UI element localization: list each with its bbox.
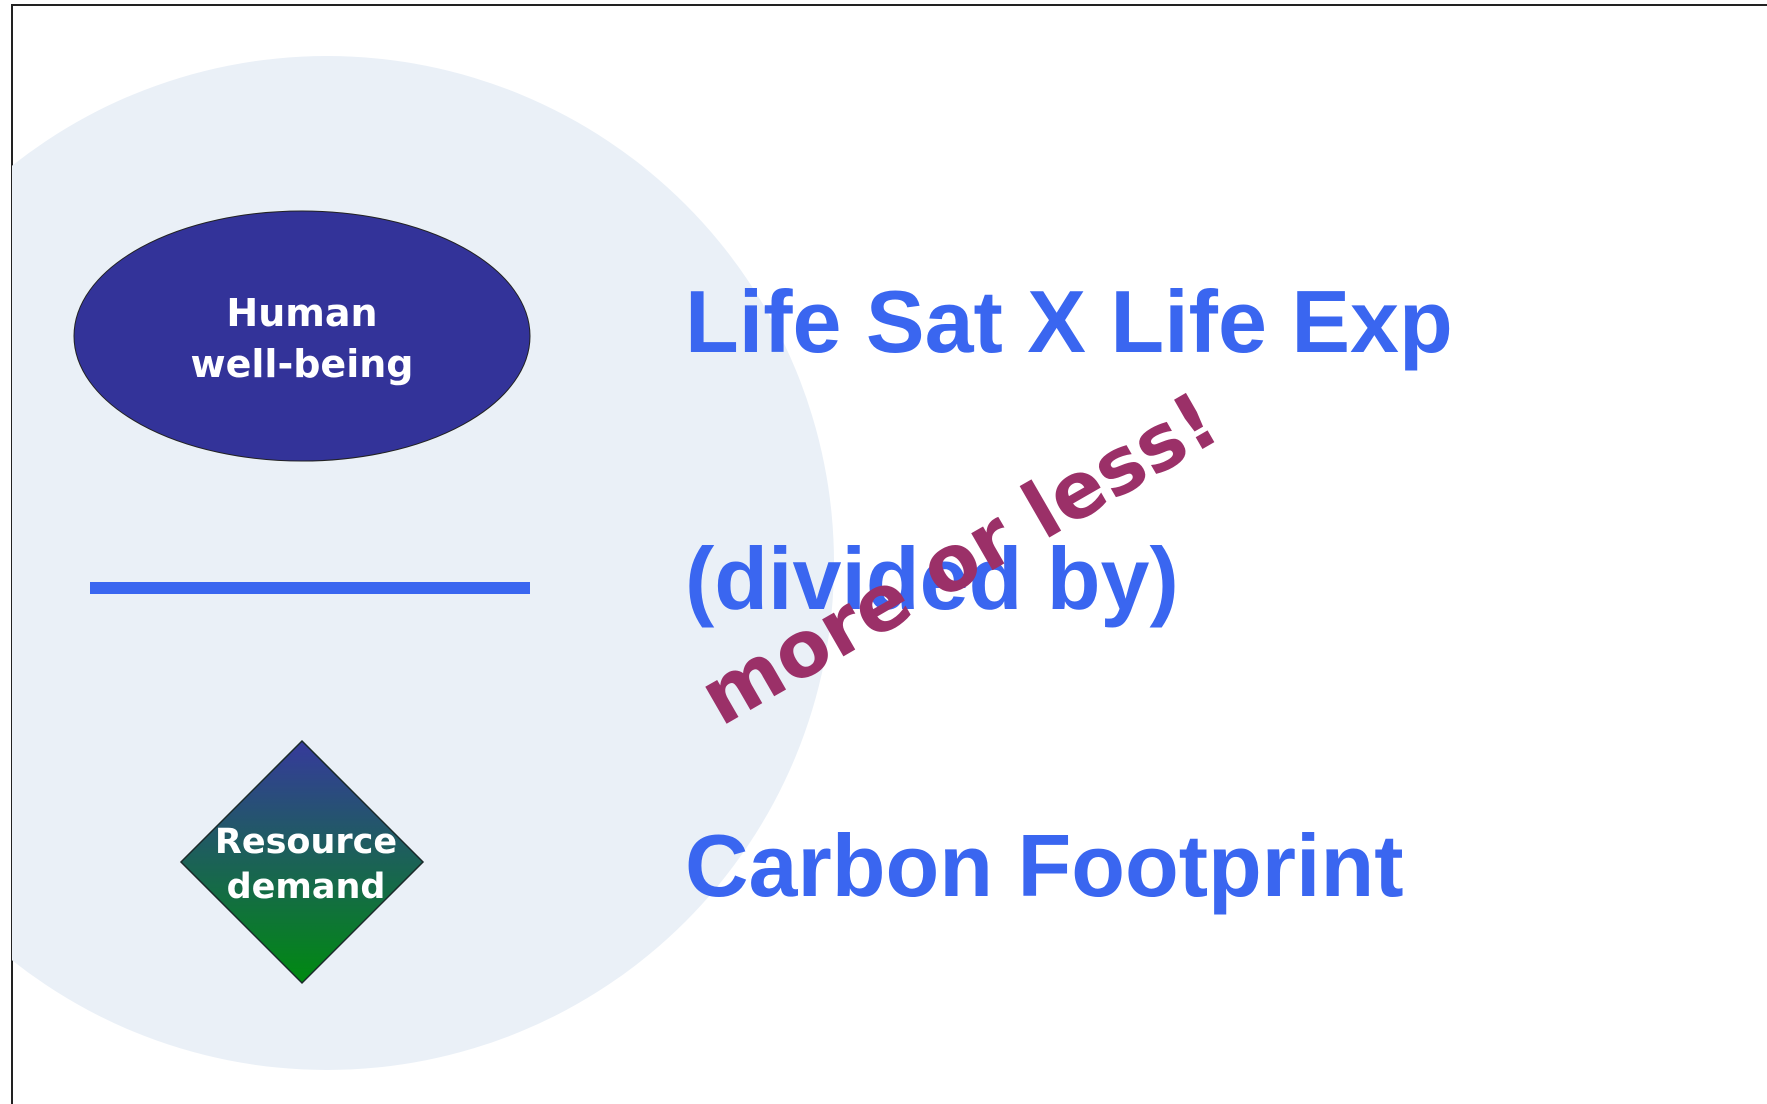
numerator-text: Life Sat X Life Exp <box>685 272 1453 371</box>
node-label: well-being <box>191 342 414 386</box>
resource-diamond <box>179 739 425 985</box>
denominator-text: Carbon Footprint <box>685 816 1404 915</box>
fraction-line <box>90 582 530 594</box>
node-label: Resource <box>215 822 397 862</box>
wellbeing-ellipse <box>73 210 531 462</box>
operator-text: (divided by) <box>685 529 1179 628</box>
node-label: Human <box>226 291 377 335</box>
node-label: demand <box>227 867 386 907</box>
